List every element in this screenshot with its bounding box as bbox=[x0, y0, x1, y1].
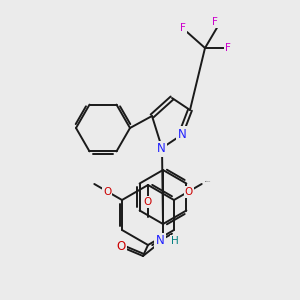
Text: N: N bbox=[178, 128, 186, 140]
Text: F: F bbox=[180, 23, 186, 33]
Text: N: N bbox=[156, 235, 164, 248]
Text: N: N bbox=[157, 142, 165, 155]
Text: O: O bbox=[144, 197, 152, 207]
Text: F: F bbox=[212, 17, 218, 27]
Text: O: O bbox=[116, 241, 126, 254]
Text: O: O bbox=[185, 187, 193, 197]
Text: F: F bbox=[225, 43, 231, 53]
Text: methoxy: methoxy bbox=[205, 181, 212, 182]
Text: H: H bbox=[171, 236, 179, 246]
Text: O: O bbox=[103, 187, 111, 197]
